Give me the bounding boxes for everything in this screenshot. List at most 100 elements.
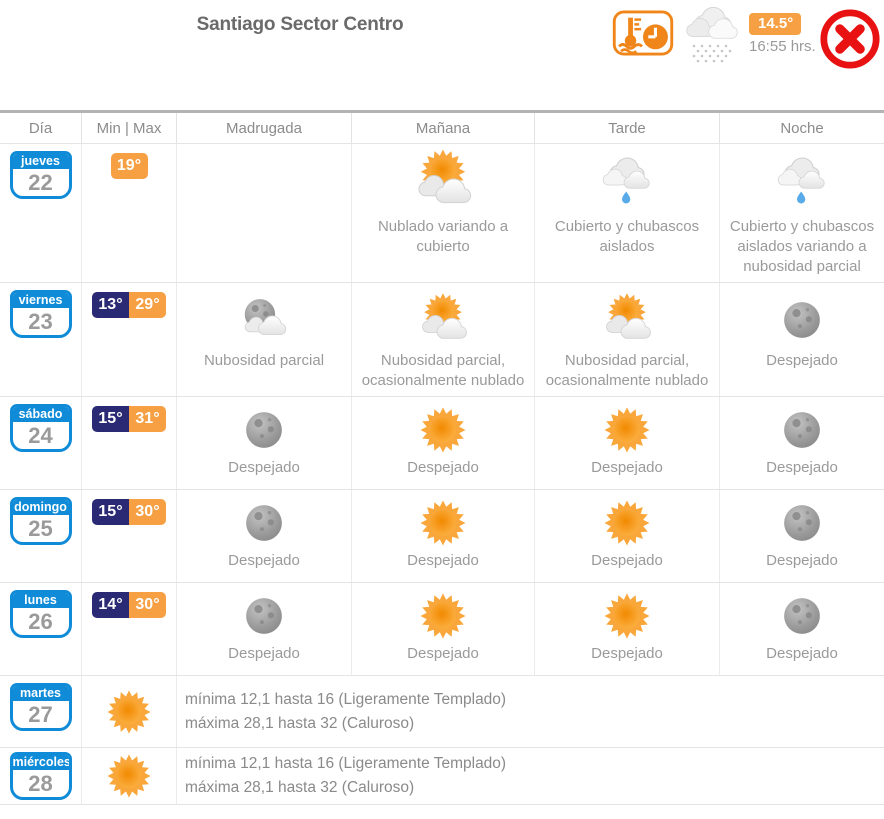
header: Santiago Sector Centro 14.5° 16:55 hrs. <box>0 0 884 110</box>
forecast-text: Cubierto y chubascos aislados <box>554 218 700 255</box>
day-number: 25 <box>28 516 53 541</box>
madrugada-cell: Despejado <box>176 397 351 489</box>
moon-icon <box>780 298 824 342</box>
sun-icon <box>603 406 651 454</box>
manana-cell: Nubosidad parcial, ocasionalmente nublad… <box>351 283 534 396</box>
forecast-text: Despejado <box>591 552 663 569</box>
min-range-text: mínima 12,1 hasta 16 (Ligeramente Templa… <box>185 690 507 708</box>
col-header-madrugada: Madrugada <box>176 113 351 143</box>
forecast-row-jueves: jueves 22 19° Nublado variando a cubiert… <box>0 144 884 283</box>
minmax-cell: 15° 30° <box>81 490 176 582</box>
day-number: 27 <box>28 702 53 727</box>
day-number: 26 <box>28 609 53 634</box>
calendar-day[interactable]: domingo 25 <box>9 497 72 545</box>
calendar-day[interactable]: sábado 24 <box>9 404 72 452</box>
forecast-row-lunes: lunes 26 14° 30° Despejado Despejado Des… <box>0 583 884 676</box>
forecast-text: Nubosidad parcial, ocasionalmente nublad… <box>545 352 709 389</box>
max-temp-badge: 31° <box>129 406 166 432</box>
madrugada-cell: Despejado <box>176 583 351 675</box>
forecast-text: Despejado <box>228 645 300 662</box>
day-number: 28 <box>28 771 53 796</box>
max-temp-badge: 19° <box>110 153 148 179</box>
rain-cloud-icon <box>599 153 655 209</box>
day-name: viernes <box>12 293 69 308</box>
summary-text-cell: mínima 12,1 hasta 16 (Ligeramente Templa… <box>176 676 884 747</box>
forecast-text: Cubierto y chubascos aislados variando a… <box>729 218 875 275</box>
noche-cell: Cubierto y chubascos aislados variando a… <box>719 144 884 282</box>
madrugada-cell: Nubosidad parcial <box>176 283 351 396</box>
noche-cell: Despejado <box>719 283 884 396</box>
summary-row-martes: martes 27 mínima 12,1 hasta 16 (Ligerame… <box>0 676 884 748</box>
tarde-cell: Cubierto y chubascos aislados <box>534 144 719 282</box>
tarde-cell: Despejado <box>534 397 719 489</box>
page-title: Santiago Sector Centro <box>196 14 404 35</box>
forecast-text: Despejado <box>228 552 300 569</box>
moon-icon <box>242 594 286 638</box>
sun-cloud-icon <box>410 148 476 214</box>
forecast-row-sabado: sábado 24 15° 31° Despejado Despejado De… <box>0 397 884 490</box>
day-number: 23 <box>28 309 53 334</box>
col-header-dia: Día <box>28 119 53 137</box>
forecast-text: Despejado <box>228 459 300 476</box>
min-temp-badge: 13° <box>92 292 129 318</box>
sun-icon <box>419 406 467 454</box>
moon-cloud-icon <box>238 294 290 346</box>
forecast-text: Nublado variando a cubierto <box>377 218 509 255</box>
col-header-tarde: Tarde <box>534 113 719 143</box>
current-temp-badge: 14.5° <box>749 13 802 35</box>
calendar-day[interactable]: jueves 22 <box>9 151 72 199</box>
minmax-cell: 14° 30° <box>81 583 176 675</box>
min-temp-badge: 15° <box>92 406 129 432</box>
observation-time: 16:55 hrs. <box>749 38 816 55</box>
min-range-text: mínima 12,1 hasta 16 (Ligeramente Templa… <box>185 755 507 772</box>
col-header-noche: Noche <box>719 113 884 143</box>
sun-icon <box>419 499 467 547</box>
day-cell: jueves 22 <box>0 144 81 282</box>
sun-icon <box>603 592 651 640</box>
noche-cell: Despejado <box>719 583 884 675</box>
day-number: 22 <box>28 170 53 195</box>
forecast-text: Despejado <box>591 459 663 476</box>
forecast-text: Despejado <box>766 552 838 569</box>
current-conditions: 14.5° 16:55 hrs. <box>749 13 821 55</box>
day-number: 24 <box>28 423 53 448</box>
close-icon[interactable] <box>819 8 881 70</box>
max-temp-badge: 29° <box>129 292 166 318</box>
day-cell: sábado 24 <box>0 397 81 489</box>
day-cell: domingo 25 <box>0 490 81 582</box>
forecast-text: Despejado <box>407 552 479 569</box>
thermometer-clock-icon[interactable] <box>611 10 675 56</box>
calendar-day[interactable]: miércoles 28 <box>9 752 72 800</box>
minmax-cell: 19° <box>81 144 176 282</box>
forecast-text: Nubosidad parcial, ocasionalmente nublad… <box>361 352 525 389</box>
forecast-text: Nubosidad parcial <box>203 352 325 369</box>
day-name: lunes <box>12 593 69 608</box>
max-temp-badge: 30° <box>129 592 166 618</box>
moon-icon <box>780 594 824 638</box>
madrugada-cell <box>176 144 351 282</box>
day-cell: viernes 23 <box>0 283 81 396</box>
forecast-text: Despejado <box>407 459 479 476</box>
manana-cell: Despejado <box>351 397 534 489</box>
max-range-text: máxima 28,1 hasta 32 (Caluroso) <box>185 714 415 732</box>
col-header-manana: Mañana <box>351 113 534 143</box>
sun-cloud-icon <box>599 292 655 348</box>
clouds-drizzle-icon <box>684 4 742 64</box>
calendar-day[interactable]: martes 27 <box>9 683 72 731</box>
calendar-day[interactable]: viernes 23 <box>9 290 72 338</box>
calendar-day[interactable]: lunes 26 <box>9 590 72 638</box>
min-temp-badge: 15° <box>92 499 129 525</box>
summary-icon-cell <box>81 748 176 804</box>
day-name: jueves <box>12 154 69 169</box>
day-cell: martes 27 <box>0 676 81 747</box>
manana-cell: Despejado <box>351 490 534 582</box>
summary-icon-cell <box>81 676 176 747</box>
table-top-border <box>0 110 884 113</box>
forecast-text: Despejado <box>591 645 663 662</box>
forecast-row-viernes: viernes 23 13° 29° Nubosidad parcial Nub… <box>0 283 884 397</box>
noche-cell: Despejado <box>719 397 884 489</box>
table-header-row: Día Min | Max Madrugada Mañana Tarde Noc… <box>0 113 884 144</box>
day-name: martes <box>12 686 69 701</box>
day-name: miércoles <box>12 755 71 770</box>
